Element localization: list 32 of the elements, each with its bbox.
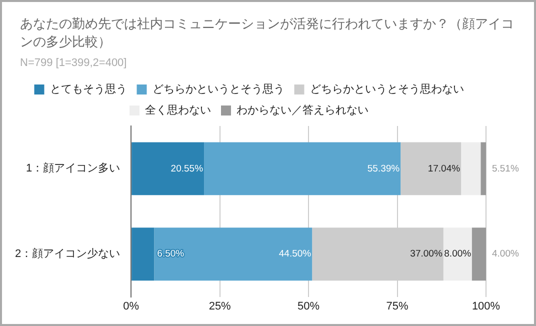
bar xyxy=(443,228,472,281)
data-label: 5.51% xyxy=(492,163,520,174)
data-label: 44.50% xyxy=(278,248,312,260)
data-label: 20.55% xyxy=(170,163,204,174)
legend-label: どちらかというとそう思う xyxy=(152,84,284,96)
y-tick-label: 1：顔アイコン多い xyxy=(26,162,120,175)
legend-label: わからない／答えられない xyxy=(236,104,368,117)
legend-label: 全く思わない xyxy=(145,104,211,117)
bar xyxy=(400,142,462,196)
x-tick-label: 75% xyxy=(386,300,408,312)
data-label: 6.50% xyxy=(157,248,185,260)
legend-label: どちらかというとそう思わない xyxy=(310,84,464,96)
x-tick-label: 100% xyxy=(472,300,500,312)
x-tick-label: 0% xyxy=(123,300,140,312)
data-label: 8.00% xyxy=(444,248,472,260)
bar xyxy=(204,142,401,196)
data-label: 4.00% xyxy=(492,248,520,260)
bar xyxy=(461,142,481,196)
bar xyxy=(132,228,154,281)
bar xyxy=(480,142,486,196)
data-label: 37.00% xyxy=(410,248,443,260)
data-label: 17.04% xyxy=(428,163,461,174)
chart-subtitle: N=799 [1=399,2=400] xyxy=(20,57,127,69)
bar xyxy=(132,142,204,196)
y-tick-label: 2：顔アイコン少ない xyxy=(14,247,120,260)
x-tick-label: 25% xyxy=(208,300,232,312)
data-label: 55.39% xyxy=(367,163,400,174)
legend-label: とてもそう思う xyxy=(50,84,127,96)
bar xyxy=(154,228,312,281)
x-tick-label: 50% xyxy=(298,300,320,312)
bar xyxy=(472,228,486,281)
chart-title: あなたの勤め先では社内コミュニケーションが活発に行われていますか？（顔アイコンの多少比較） xyxy=(20,16,515,52)
